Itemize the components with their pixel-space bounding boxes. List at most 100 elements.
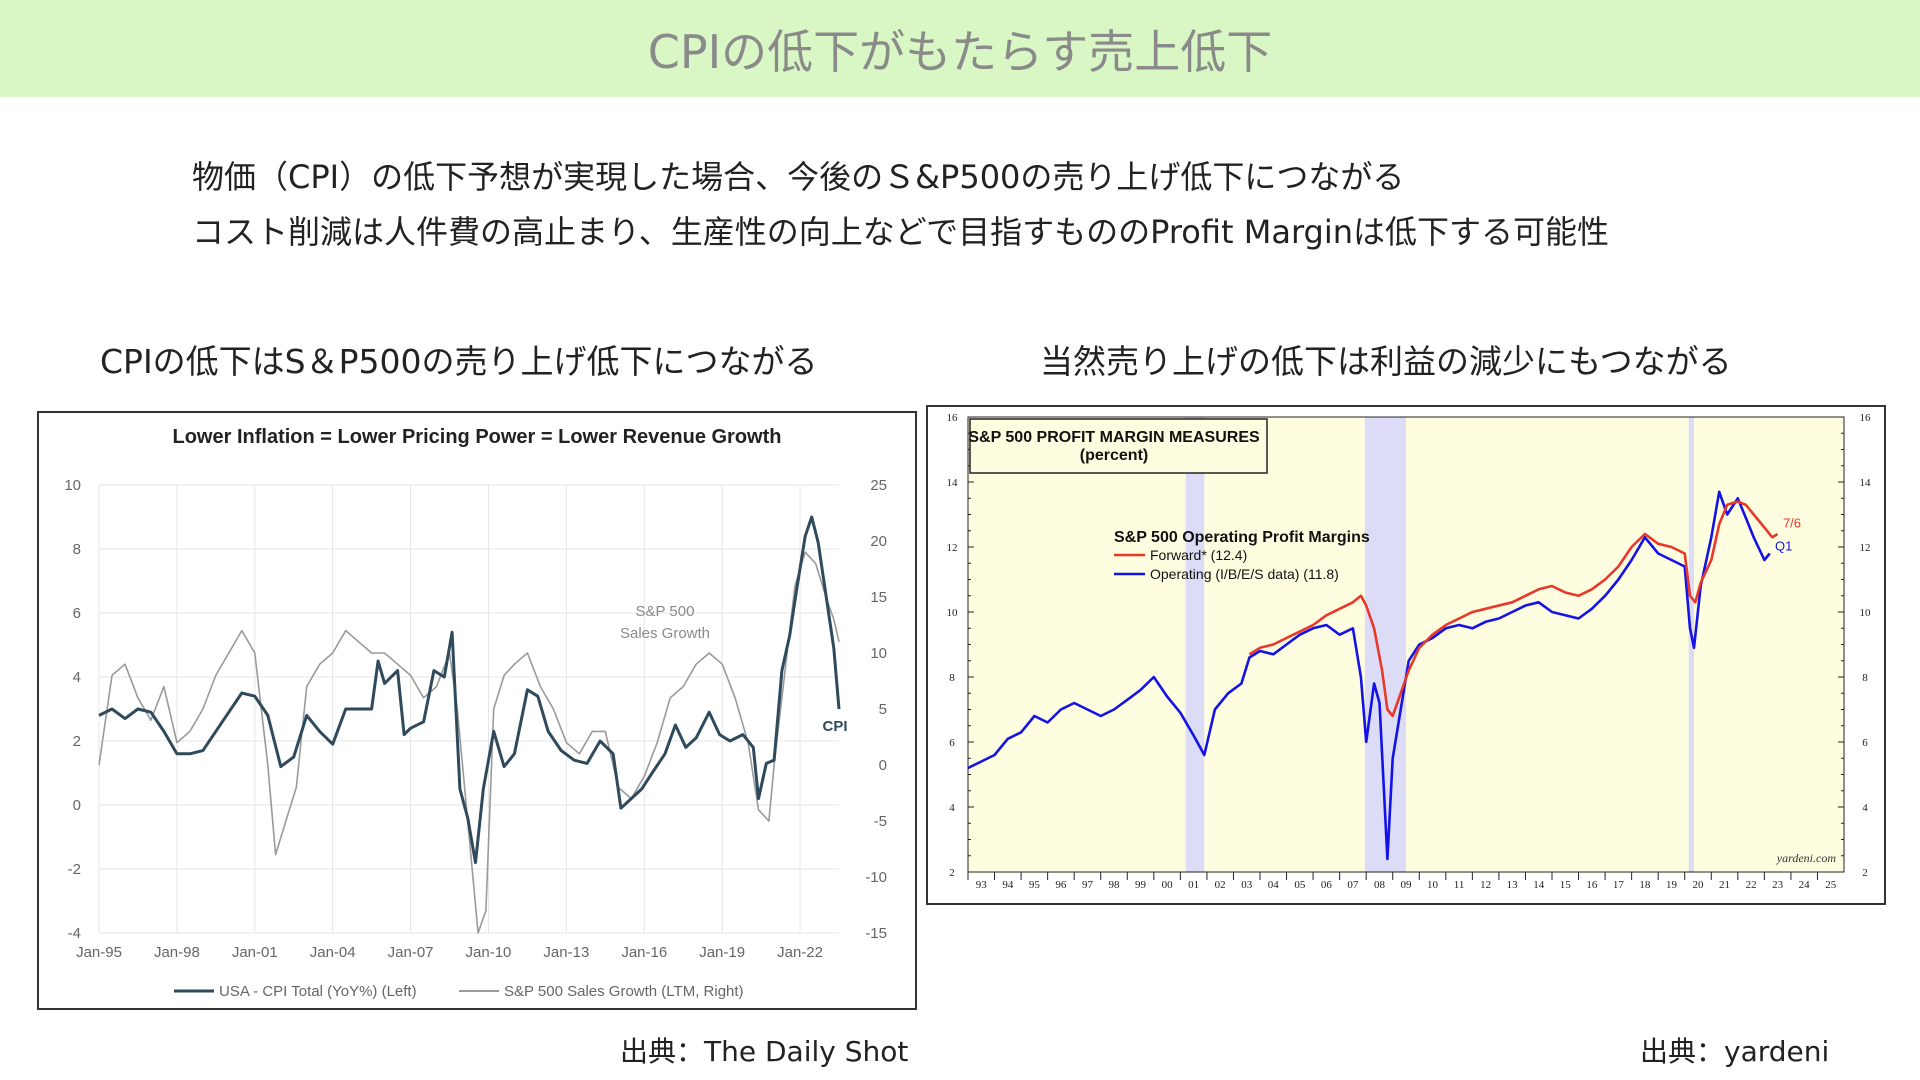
y-left-tick-label: 4 bbox=[73, 669, 81, 686]
x-tick-label: 99 bbox=[1135, 879, 1147, 891]
chart-title: Lower Inflation = Lower Pricing Power = … bbox=[173, 426, 782, 448]
x-tick-label: Jan-10 bbox=[466, 944, 512, 961]
recession-band bbox=[1688, 417, 1695, 872]
y-left-tick-label: 2 bbox=[73, 733, 81, 750]
x-tick-label: 16 bbox=[1586, 879, 1598, 891]
lead-text: 物価（CPI）の低下予想が実現した場合、今後のＳ&P500の売り上げ低下につなが… bbox=[192, 150, 1609, 260]
y-right-tick-label: 4 bbox=[1862, 802, 1868, 814]
y-right-tick-label: 12 bbox=[1860, 542, 1871, 554]
legend-label-forward: Forward* (12.4) bbox=[1150, 547, 1247, 563]
y-right-tick-label: 14 bbox=[1860, 477, 1872, 489]
x-tick-label: Jan-07 bbox=[388, 944, 434, 961]
x-tick-label: 12 bbox=[1480, 879, 1491, 891]
legend-label-operating: Operating (I/B/E/S data) (11.8) bbox=[1150, 566, 1339, 582]
y-left-tick-label: 6 bbox=[949, 737, 955, 749]
x-tick-label: 05 bbox=[1294, 879, 1306, 891]
cpi-series-line bbox=[98, 515, 841, 865]
x-tick-label: Jan-95 bbox=[76, 944, 122, 961]
chart-title: S&P 500 PROFIT MARGIN MEASURES bbox=[968, 429, 1260, 446]
y-right-tick-label: 6 bbox=[1862, 737, 1868, 749]
operating-margin-line bbox=[967, 490, 1771, 861]
x-tick-label: 01 bbox=[1188, 879, 1199, 891]
x-tick-label: 00 bbox=[1162, 879, 1174, 891]
y-left-tick-label: 6 bbox=[73, 605, 81, 622]
page-title: CPIの低下がもたらす売上低下 bbox=[647, 24, 1273, 79]
y-right-tick-label: 10 bbox=[1860, 607, 1872, 619]
y-left-tick-label: 16 bbox=[947, 412, 959, 424]
sales-growth-series-line bbox=[98, 551, 840, 934]
x-tick-label: 25 bbox=[1825, 879, 1837, 891]
y-right-tick-label: 8 bbox=[1862, 672, 1868, 684]
x-tick-label: 09 bbox=[1401, 879, 1413, 891]
x-tick-label: 11 bbox=[1454, 879, 1465, 891]
y-right-tick-label: 0 bbox=[879, 757, 887, 774]
x-tick-label: 08 bbox=[1374, 879, 1386, 891]
y-left-tick-label: 2 bbox=[949, 867, 955, 879]
legend-title: S&P 500 Operating Profit Margins bbox=[1114, 529, 1370, 546]
x-tick-label: 93 bbox=[976, 879, 988, 891]
watermark: yardeni.com bbox=[1776, 851, 1837, 865]
cpi-sales-chart-svg: Lower Inflation = Lower Pricing Power = … bbox=[64, 426, 887, 1000]
y-right-tick-label: 15 bbox=[870, 589, 887, 606]
y-right-tick-label: -15 bbox=[865, 925, 887, 942]
recession-band bbox=[1185, 417, 1205, 872]
cpi-sales-chart: Lower Inflation = Lower Pricing Power = … bbox=[37, 411, 917, 1010]
title-box bbox=[969, 418, 1268, 474]
x-tick-label: 15 bbox=[1560, 879, 1572, 891]
x-tick-label: 02 bbox=[1215, 879, 1226, 891]
y-right-tick-label: -5 bbox=[874, 813, 887, 830]
y-left-tick-label: 8 bbox=[73, 541, 81, 558]
sales-annotation-line2: Sales Growth bbox=[620, 625, 710, 642]
x-tick-label: Jan-13 bbox=[543, 944, 589, 961]
x-tick-label: 98 bbox=[1109, 879, 1121, 891]
x-tick-label: Jan-16 bbox=[621, 944, 667, 961]
x-tick-label: Jan-98 bbox=[154, 944, 200, 961]
y-left-tick-label: -2 bbox=[68, 861, 81, 878]
y-left-tick-label: 4 bbox=[949, 802, 955, 814]
y-left-tick-label: 12 bbox=[947, 542, 958, 554]
x-tick-label: 95 bbox=[1029, 879, 1041, 891]
y-right-tick-label: 25 bbox=[870, 477, 887, 494]
x-tick-label: 14 bbox=[1533, 879, 1545, 891]
y-right-tick-label: 16 bbox=[1860, 412, 1872, 424]
legend-label-sales: S&P 500 Sales Growth (LTM, Right) bbox=[504, 983, 744, 1000]
x-tick-label: 17 bbox=[1613, 879, 1625, 891]
x-tick-label: 21 bbox=[1719, 879, 1730, 891]
forward-margin-line bbox=[1248, 500, 1779, 718]
x-tick-label: 03 bbox=[1241, 879, 1253, 891]
x-tick-label: 94 bbox=[1002, 879, 1014, 891]
x-tick-label: 96 bbox=[1055, 879, 1067, 891]
x-tick-label: 10 bbox=[1427, 879, 1439, 891]
x-tick-label: Jan-01 bbox=[232, 944, 278, 961]
x-tick-label: 04 bbox=[1268, 879, 1280, 891]
y-right-tick-label: 5 bbox=[879, 701, 887, 718]
profit-margin-chart: 16 16 14 14 12 12 10 10 8 8 6 6 4 4 2 2 93 94 95 96 97 98 99 00… bbox=[926, 405, 1886, 905]
title-bar: CPIの低下がもたらす売上低下 bbox=[0, 0, 1920, 97]
cpi-annotation: CPI bbox=[822, 718, 847, 735]
lead-line-1: 物価（CPI）の低下予想が実現した場合、今後のＳ&P500の売り上げ低下につなが… bbox=[192, 158, 1405, 196]
y-right-tick-label: 2 bbox=[1862, 867, 1868, 879]
y-right-tick-label: -10 bbox=[865, 869, 887, 886]
x-tick-label: Jan-19 bbox=[699, 944, 745, 961]
x-tick-label: 19 bbox=[1666, 879, 1678, 891]
x-tick-label: 22 bbox=[1746, 879, 1757, 891]
x-tick-label: 24 bbox=[1799, 879, 1811, 891]
y-right-tick-label: 10 bbox=[870, 645, 887, 662]
right-caption: 当然売り上げの低下は利益の減少にもつながる bbox=[1040, 342, 1732, 381]
y-left-tick-label: -4 bbox=[68, 925, 81, 942]
x-tick-label: 18 bbox=[1639, 879, 1651, 891]
x-tick-label: 07 bbox=[1347, 879, 1359, 891]
chart-subtitle: (percent) bbox=[1080, 447, 1148, 464]
x-tick-label: 97 bbox=[1082, 879, 1094, 891]
y-right-tick-label: 20 bbox=[870, 533, 887, 550]
y-left-tick-label: 10 bbox=[64, 477, 81, 494]
y-left-tick-label: 0 bbox=[73, 797, 81, 814]
x-tick-label: Jan-04 bbox=[310, 944, 356, 961]
x-tick-label: 20 bbox=[1693, 879, 1705, 891]
lead-line-2: コスト削減は人件費の高止まり、生産性の向上などで目指すもののProfit Mar… bbox=[192, 213, 1610, 251]
y-left-tick-label: 8 bbox=[949, 672, 955, 684]
y-left-tick-label: 10 bbox=[947, 607, 959, 619]
operating-end-label: Q1 bbox=[1775, 538, 1792, 553]
y-left-tick-label: 14 bbox=[947, 477, 959, 489]
